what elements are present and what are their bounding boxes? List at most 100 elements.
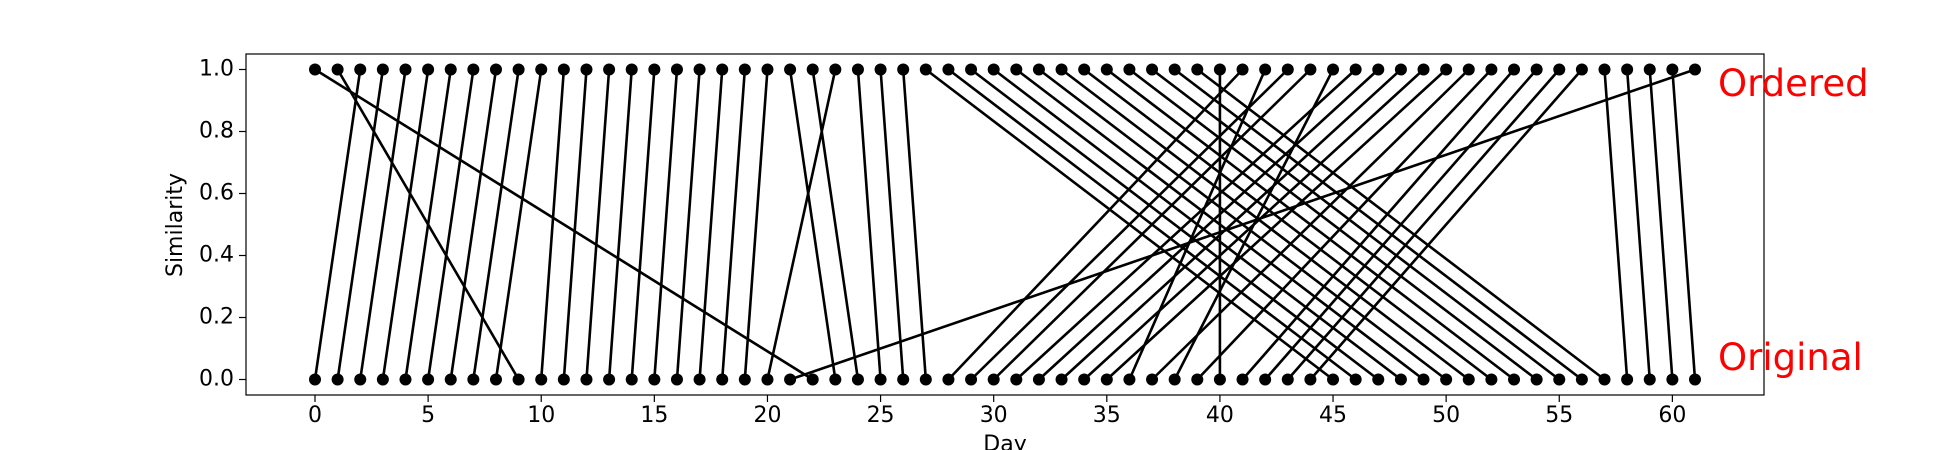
link-line (630, 69, 656, 380)
point (693, 373, 706, 386)
point (1213, 373, 1226, 386)
point (580, 373, 593, 386)
link-line (901, 69, 928, 380)
point (1327, 63, 1340, 76)
x-tick-label: 5 (421, 403, 435, 428)
point (557, 63, 570, 76)
link-line (856, 69, 882, 380)
link-line (992, 68, 1312, 381)
point (648, 63, 661, 76)
point (1394, 63, 1407, 76)
point (965, 63, 978, 76)
point (512, 63, 525, 76)
point (1417, 373, 1430, 386)
point (1372, 373, 1385, 386)
y-tick-label: 0.8 (199, 119, 234, 144)
x-tick-label: 45 (1319, 403, 1347, 428)
point (1259, 373, 1272, 386)
link-line (970, 68, 1380, 381)
point (874, 63, 887, 76)
x-tick-label: 0 (308, 403, 322, 428)
link-line (1105, 68, 1448, 381)
point (1372, 63, 1385, 76)
link-line (879, 69, 905, 380)
point (1055, 63, 1068, 76)
link-line (1671, 69, 1697, 380)
link-line (766, 69, 837, 380)
link-line (811, 69, 860, 380)
point (942, 63, 955, 76)
point (942, 373, 955, 386)
point (1621, 63, 1634, 76)
point (603, 63, 616, 76)
link-line (1060, 68, 1470, 381)
point (422, 373, 435, 386)
point (1146, 63, 1159, 76)
point (693, 63, 706, 76)
point (987, 373, 1000, 386)
point (1621, 373, 1634, 386)
point (1530, 63, 1543, 76)
link-line (1083, 68, 1425, 381)
point (965, 373, 978, 386)
x-tick-label: 15 (640, 403, 668, 428)
point (1236, 63, 1249, 76)
point (399, 63, 412, 76)
point (1575, 63, 1588, 76)
point (761, 373, 774, 386)
point (1462, 63, 1475, 76)
point (1417, 63, 1430, 76)
point (761, 63, 774, 76)
y-tick-label: 0.0 (199, 367, 234, 392)
point (354, 373, 367, 386)
point (1666, 373, 1679, 386)
link-line (426, 69, 475, 380)
link-line (472, 69, 520, 380)
point (987, 63, 1000, 76)
link-line (1128, 68, 1267, 381)
point (1575, 373, 1588, 386)
link-line (539, 69, 566, 380)
point (1440, 63, 1453, 76)
point (1508, 63, 1521, 76)
link-line (313, 69, 362, 380)
point (1508, 373, 1521, 386)
point (1394, 373, 1407, 386)
point (784, 63, 797, 76)
link-line (358, 69, 407, 380)
link-line (970, 68, 1289, 381)
point (716, 373, 729, 386)
point (1666, 63, 1679, 76)
y-tick-label: 0.2 (199, 305, 234, 330)
plot-frame (245, 53, 1765, 396)
point (535, 373, 548, 386)
link-line (1625, 69, 1652, 380)
point (1598, 373, 1611, 386)
point (1440, 373, 1453, 386)
point (376, 63, 389, 76)
link-line (720, 69, 747, 380)
point (1485, 63, 1498, 76)
point (1349, 373, 1362, 386)
point (1010, 373, 1023, 386)
point (1643, 63, 1656, 76)
point (1100, 373, 1113, 386)
link-line (381, 69, 430, 380)
link-line (494, 69, 543, 380)
point (376, 373, 389, 386)
link-line (1015, 68, 1357, 381)
point (354, 63, 367, 76)
point (557, 373, 570, 386)
link-line (1083, 68, 1493, 381)
link-line (653, 69, 679, 380)
link-line (1309, 68, 1583, 381)
point (919, 373, 932, 386)
point (919, 63, 932, 76)
link-line (1060, 68, 1402, 381)
point (422, 63, 435, 76)
point (1327, 373, 1340, 386)
point (1281, 63, 1294, 76)
point (535, 63, 548, 76)
point (1553, 63, 1566, 76)
